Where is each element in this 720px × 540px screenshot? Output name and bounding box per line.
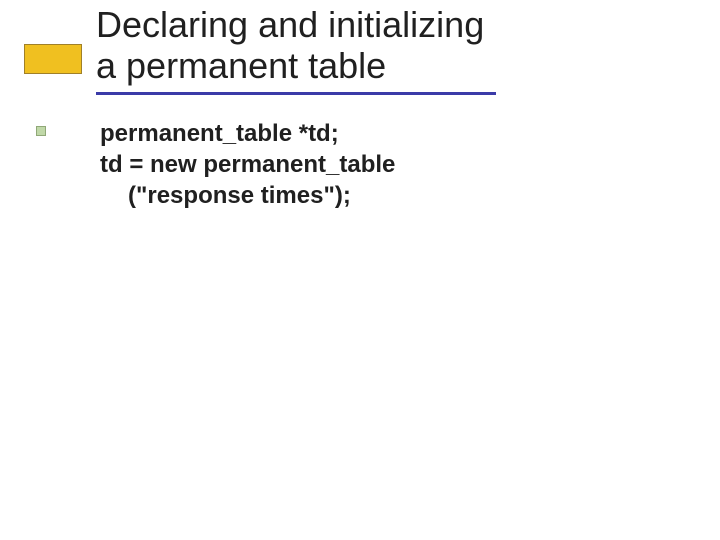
code-line-2: td = new permanent_table	[100, 151, 395, 180]
code-line-1: permanent_table *td;	[100, 120, 395, 149]
title-line-1: Declaring and initializing	[96, 4, 484, 45]
title-accent-box	[24, 44, 82, 74]
code-line-3: ("response times");	[100, 182, 395, 211]
slide-title: Declaring and initializing a permanent t…	[96, 4, 484, 87]
slide: Declaring and initializing a permanent t…	[0, 0, 720, 540]
body-bullet-icon	[36, 126, 46, 136]
title-line-2: a permanent table	[96, 45, 386, 86]
body-text: permanent_table *td; td = new permanent_…	[100, 120, 395, 212]
title-underline	[96, 92, 496, 95]
